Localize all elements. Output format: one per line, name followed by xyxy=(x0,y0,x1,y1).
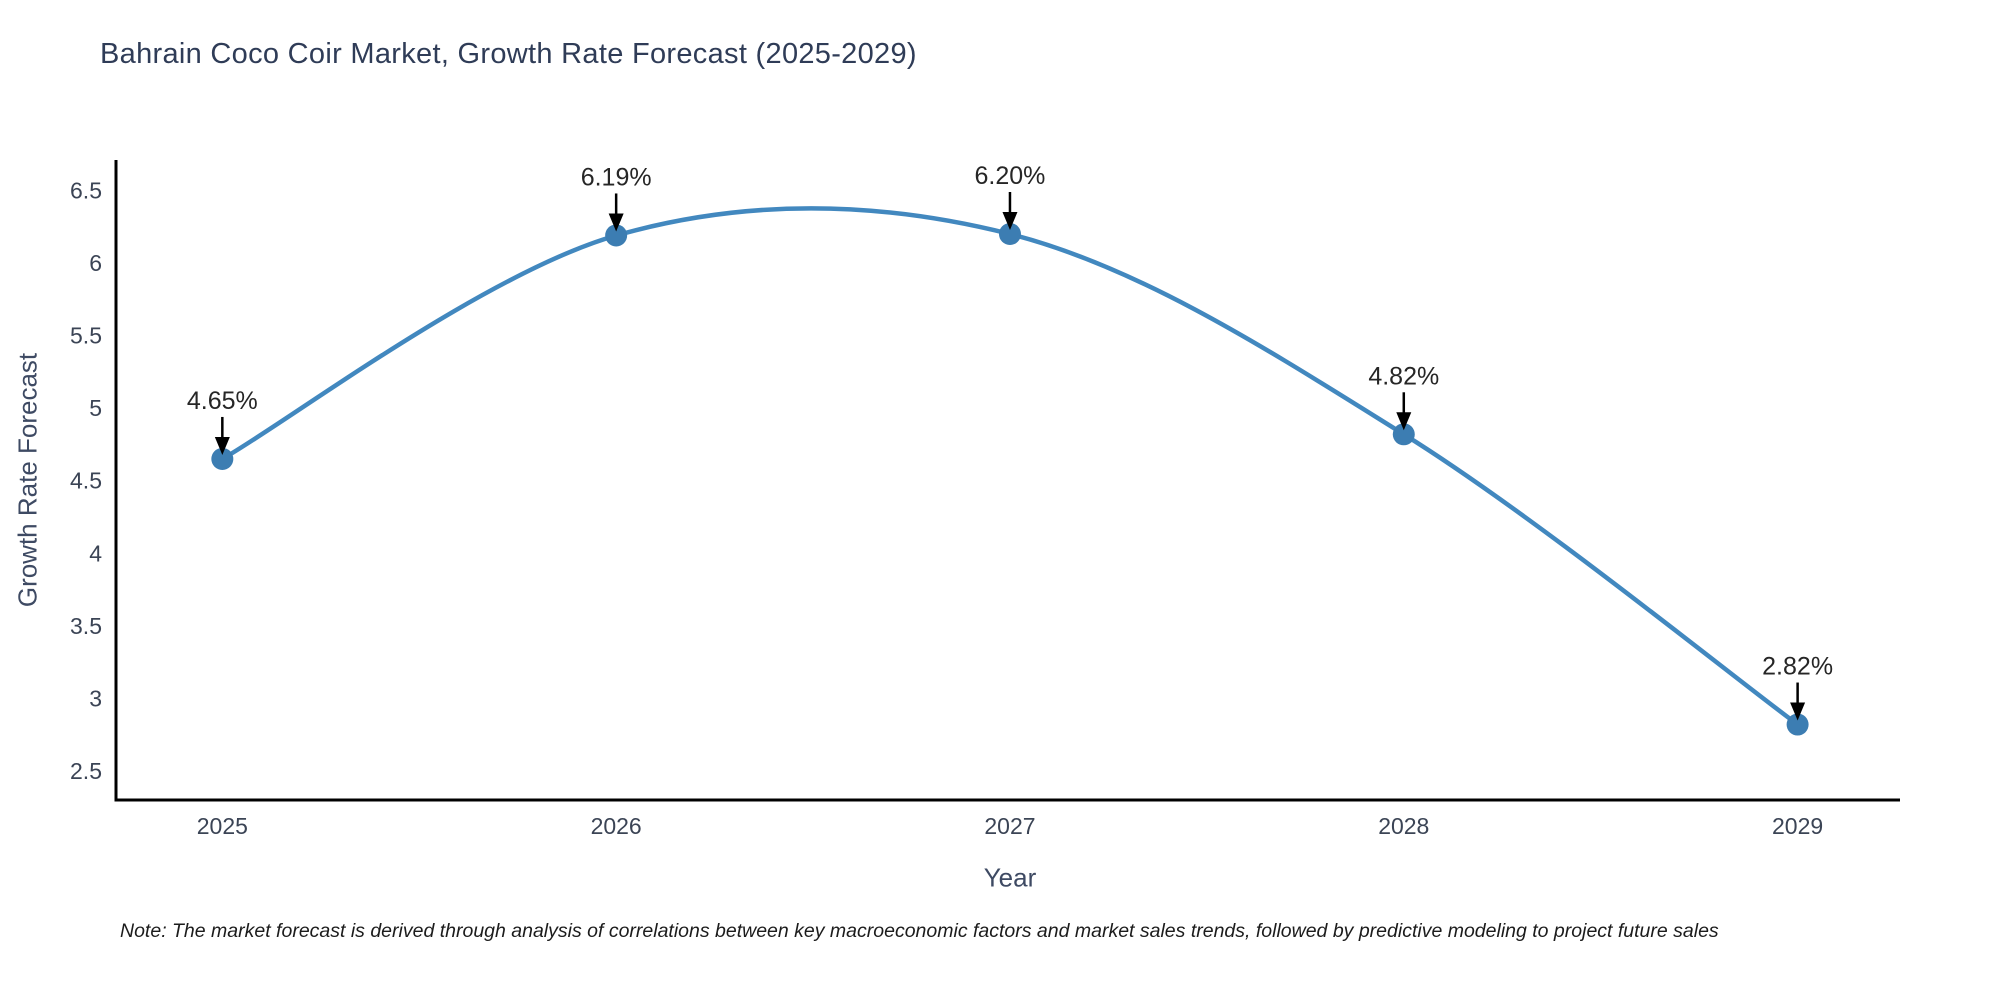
point-value-label: 2.82% xyxy=(1762,653,1833,681)
point-value-label: 4.82% xyxy=(1368,362,1439,390)
annotation-arrowhead xyxy=(1396,412,1412,431)
data-point-2027 xyxy=(998,223,1021,246)
annotation-arrowhead xyxy=(1002,212,1018,231)
y-tick-label: 5.5 xyxy=(70,323,102,349)
chart-note: Note: The market forecast is derived thr… xyxy=(120,920,1719,942)
point-value-label: 6.19% xyxy=(581,163,652,191)
annotation-arrowhead xyxy=(608,213,624,232)
data-point-2025 xyxy=(211,447,234,470)
y-tick-label: 6.5 xyxy=(70,177,102,203)
x-tick-label: 2027 xyxy=(984,813,1035,839)
x-tick-label: 2026 xyxy=(591,813,642,839)
data-point-2028 xyxy=(1392,423,1415,446)
y-tick-label: 6 xyxy=(89,250,102,276)
point-value-label: 4.65% xyxy=(187,387,258,415)
point-value-label: 6.20% xyxy=(975,162,1046,190)
y-tick-label: 4.5 xyxy=(70,468,102,494)
y-tick-label: 3.5 xyxy=(70,613,102,639)
y-tick-label: 5 xyxy=(89,395,102,421)
annotation-arrowhead xyxy=(1790,702,1806,721)
data-point-2029 xyxy=(1786,713,1809,736)
x-tick-label: 2028 xyxy=(1378,813,1429,839)
data-point-2026 xyxy=(605,224,628,247)
forecast-line xyxy=(220,206,1800,727)
annotation-arrowhead xyxy=(214,436,230,455)
y-tick-label: 4 xyxy=(89,540,102,566)
y-tick-label: 3 xyxy=(89,685,102,711)
chart-title: Bahrain Coco Coir Market, Growth Rate Fo… xyxy=(100,38,917,70)
x-tick-label: 2029 xyxy=(1772,813,1823,839)
x-tick-label: 2025 xyxy=(197,813,248,839)
x-axis-label: Year xyxy=(983,862,1037,893)
y-tick-label: 2.5 xyxy=(70,758,102,784)
